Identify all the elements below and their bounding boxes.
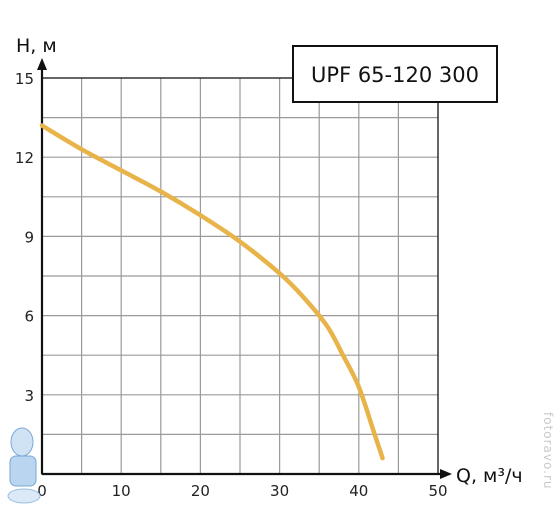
y-tick-label: 12 <box>15 149 34 167</box>
x-tick-label: 30 <box>270 482 289 500</box>
series-layer <box>39 123 385 461</box>
logo-head-shape <box>10 427 34 457</box>
x-tick-labels: 0 10 20 30 40 50 <box>37 482 447 500</box>
title-box <box>292 45 498 103</box>
watermark: fotoravo.ru <box>541 412 555 490</box>
x-tick-label: 0 <box>37 482 47 500</box>
x-tick-label: 40 <box>349 482 368 500</box>
y-tick-label: 15 <box>15 70 34 88</box>
x-tick-label: 10 <box>112 482 131 500</box>
logo-base-shape <box>7 488 41 504</box>
y-tick-label: 6 <box>24 308 34 326</box>
plumber-logo-icon <box>7 427 41 504</box>
pump-curve-line <box>39 123 385 461</box>
chart-title: UPF 65-120 300 <box>311 63 479 87</box>
logo-body-shape <box>9 455 37 487</box>
x-tick-label: 20 <box>191 482 210 500</box>
x-axis-arrow-icon <box>440 469 452 479</box>
y-tick-label: 3 <box>24 387 34 405</box>
y-axis-label: H, м <box>16 35 57 57</box>
axes <box>37 58 452 479</box>
y-tick-labels: 3 6 9 12 15 <box>15 70 34 405</box>
y-axis-arrow-icon <box>37 58 47 70</box>
x-tick-label: 50 <box>428 482 447 500</box>
x-axis-label: Q, м³/ч <box>456 465 523 487</box>
grid <box>42 78 438 474</box>
y-tick-label: 9 <box>24 228 34 246</box>
